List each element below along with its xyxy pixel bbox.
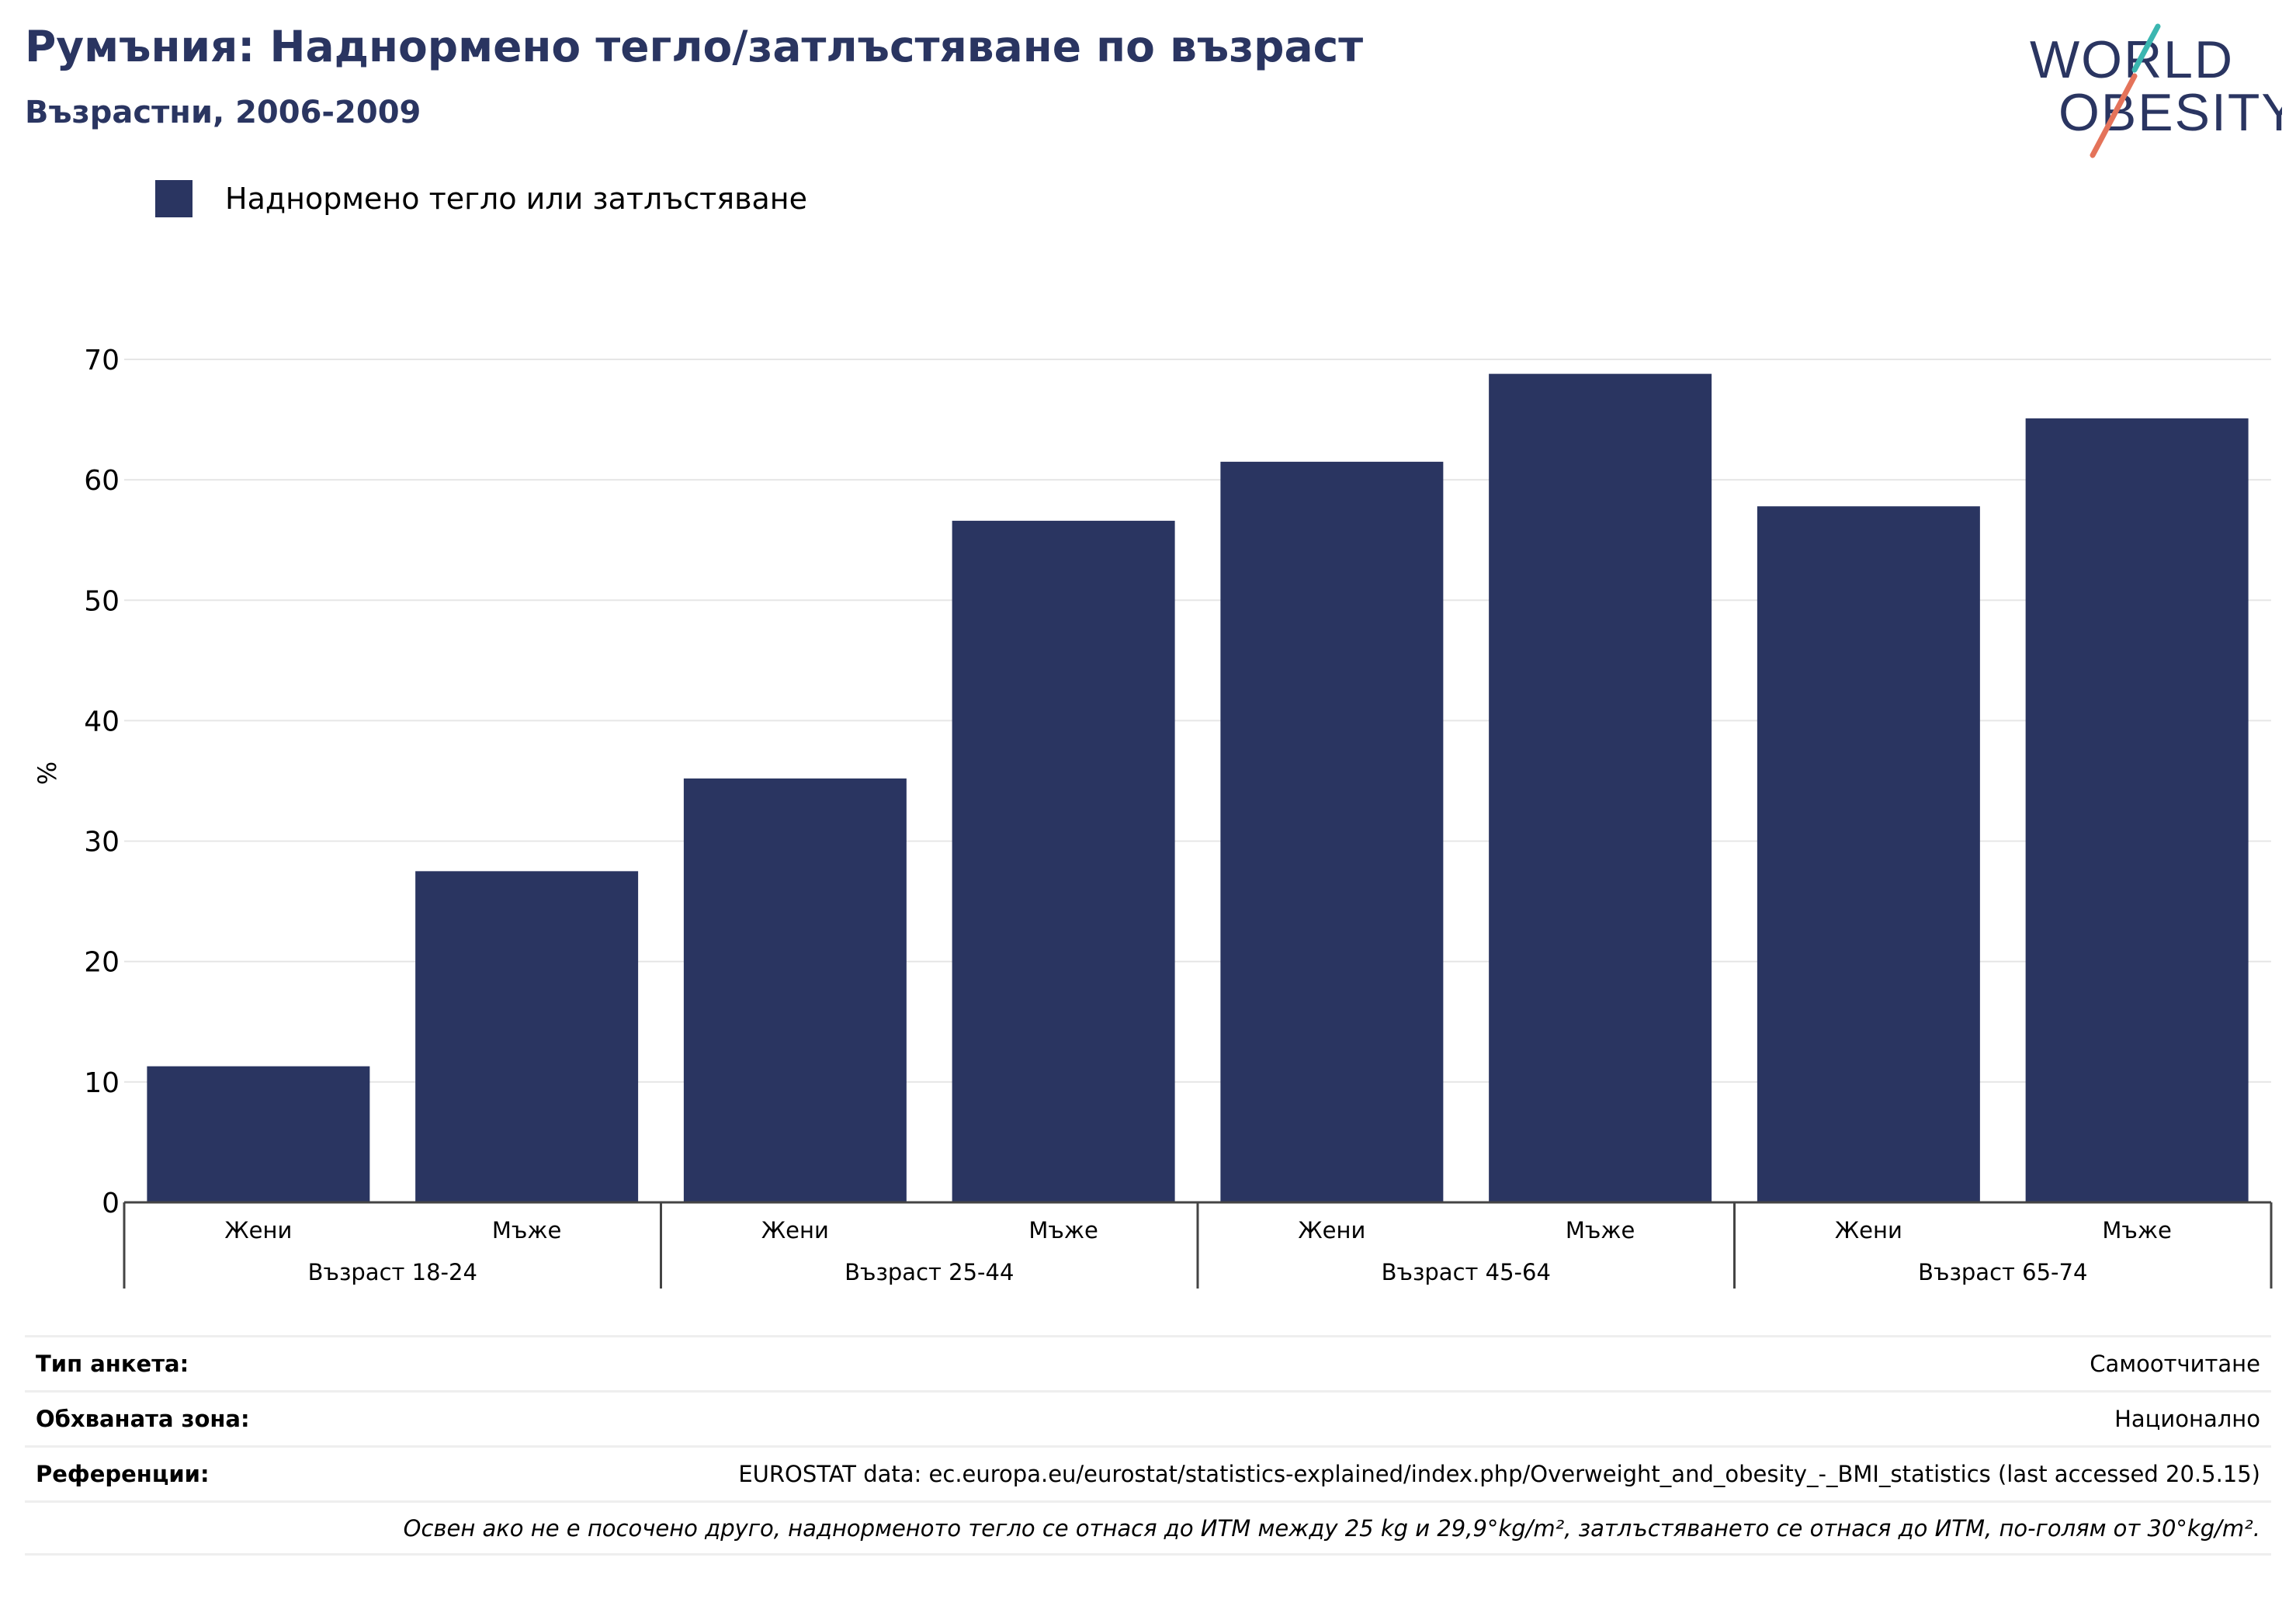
survey-type-value: Самоотчитане [2090,1351,2260,1377]
references-value: EUROSTAT data: ec.europa.eu/eurostat/sta… [738,1461,2260,1487]
legend-label: Наднормено тегло или затлъстяване [225,182,807,216]
logo-slash-coral [2090,73,2138,158]
x-category-label: Мъже [1028,1217,1098,1243]
y-axis-label: % [33,761,62,785]
coverage-row: Обхваната зона: Национално [25,1390,2271,1445]
x-category-label: Жени [1298,1217,1365,1243]
y-tick-label: 70 [84,345,120,376]
y-tick-label: 20 [84,947,120,979]
x-group-label: Възраст 45-64 [1382,1259,1551,1285]
legend: Наднормено тегло или затлъстяване [155,180,807,217]
chart-title: Румъния: Наднормено тегло/затлъстяване п… [25,22,1364,71]
bar [952,520,1175,1202]
logo-line-obesity: OBESITY [2058,83,2282,142]
world-obesity-logo: WORLD OBESITY [2030,23,2282,158]
y-tick-label: 40 [84,706,120,737]
x-category-label: Мъже [2102,1217,2171,1243]
x-category-label: Мъже [1566,1217,1635,1243]
x-category-label: Жени [761,1217,829,1243]
x-group-label: Възраст 65-74 [1918,1259,2087,1285]
bar [1757,506,1980,1202]
y-tick-label: 10 [84,1067,120,1099]
y-tick-label: 30 [84,827,120,858]
references-label: Референции: [36,1461,210,1487]
y-tick-label: 60 [84,465,120,497]
bar [415,871,639,1202]
x-group-label: Възраст 18-24 [308,1259,477,1285]
bar [683,778,907,1202]
bar [1489,373,1712,1202]
note-row: Освен ако не е посочено друго, наднормен… [25,1500,2271,1556]
coverage-value: Национално [2114,1406,2260,1432]
x-category-label: Мъже [492,1217,561,1243]
y-tick-label: 50 [84,585,120,617]
x-group-label: Възраст 25-44 [845,1259,1014,1285]
bar [1220,461,1444,1202]
chart-subtitle: Възрастни, 2006-2009 [25,95,421,130]
bar [2025,418,2249,1202]
y-tick-label: 0 [102,1188,120,1219]
survey-type-row: Тип анкета: Самоотчитане [25,1335,2271,1390]
definition-note: Освен ако не е посочено друго, наднормен… [403,1514,2260,1542]
logo-slash-teal [2131,23,2161,73]
bar [147,1066,370,1202]
coverage-label: Обхваната зона: [36,1406,250,1432]
x-category-label: Жени [1835,1217,1902,1243]
legend-swatch [155,180,192,217]
bar-chart: 0 10 20 30 40 50 60 70% Жени Мъже Възраст 18-24 Жен… [33,345,2273,1289]
references-row: Референции: EUROSTAT data: ec.europa.eu/… [25,1445,2271,1500]
survey-type-label: Тип анкета: [36,1351,189,1377]
x-category-label: Жени [224,1217,292,1243]
info-table: Тип анкета: Самоотчитане Обхваната зона:… [25,1335,2271,1556]
